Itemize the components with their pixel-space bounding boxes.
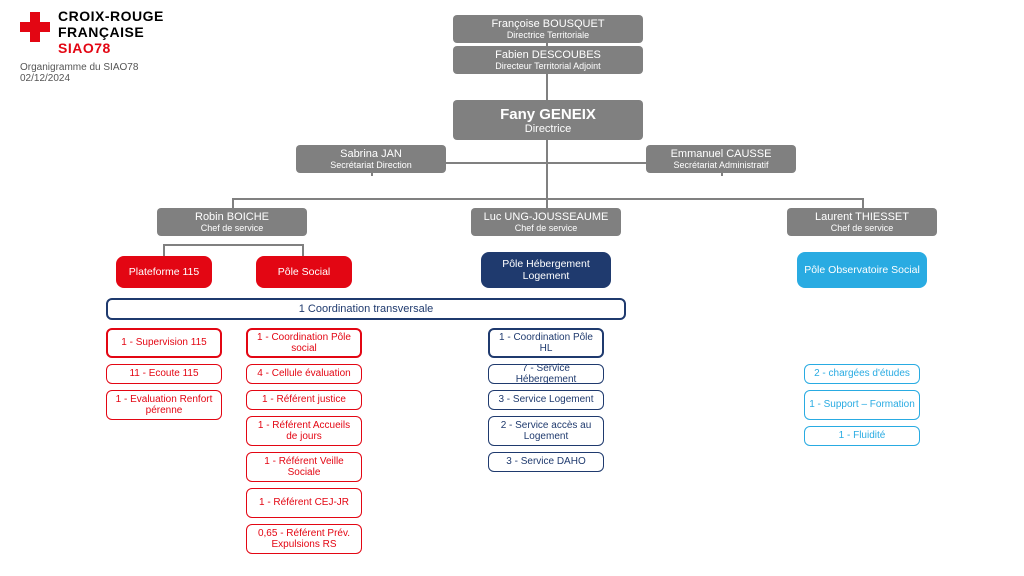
pole-hl: Pôle Hébergement Logement: [481, 252, 611, 288]
coordination-transversale: 1 Coordination transversale: [106, 298, 626, 320]
org-name-line1: CROIX-ROUGE: [58, 8, 164, 24]
box-fluidite: 1 - Fluidité: [804, 426, 920, 446]
connector: [232, 198, 864, 200]
box-coord-hl: 1 - Coordination Pôle HL: [488, 328, 604, 358]
box-referent-prev: 0,65 - Référent Prév. Expulsions RS: [246, 524, 362, 554]
red-cross-icon: [20, 12, 50, 42]
node-chief-1: Robin BOICHE Chef de service: [157, 208, 307, 236]
box-chargees-etudes: 2 - chargées d'études: [804, 364, 920, 384]
node-director: Fany GENEIX Directrice: [453, 100, 643, 140]
box-service-logement: 3 - Service Logement: [488, 390, 604, 410]
org-name-line2: FRANÇAISE: [58, 24, 164, 40]
date: 02/12/2024: [20, 73, 164, 84]
node-secretary-admin: Emmanuel CAUSSE Secrétariat Administrati…: [646, 145, 796, 173]
box-cellule-eval: 4 - Cellule évaluation: [246, 364, 362, 384]
box-referent-veille: 1 - Référent Veille Sociale: [246, 452, 362, 482]
subtitle: Organigramme du SIAO78: [20, 62, 164, 73]
connector: [163, 244, 303, 246]
box-support-formation: 1 - Support – Formation: [804, 390, 920, 420]
box-service-daho: 3 - Service DAHO: [488, 452, 604, 472]
box-referent-accueils: 1 - Référent Accueils de jours: [246, 416, 362, 446]
box-ecoute-115: 11 - Ecoute 115: [106, 364, 222, 384]
siao-label: SIAO78: [58, 40, 164, 56]
node-chief-3: Laurent THIESSET Chef de service: [787, 208, 937, 236]
box-service-acces: 2 - Service accès au Logement: [488, 416, 604, 446]
node-chief-2: Luc UNG-JOUSSEAUME Chef de service: [471, 208, 621, 236]
pole-115: Plateforme 115: [116, 256, 212, 288]
box-eval-renfort: 1 - Evaluation Renfort pérenne: [106, 390, 222, 420]
node-territorial-director: Françoise BOUSQUET Directrice Territoria…: [453, 15, 643, 43]
box-coord-social: 1 - Coordination Pôle social: [246, 328, 362, 358]
box-service-hebergement: 7 - Service Hébergement: [488, 364, 604, 384]
pole-observatoire: Pôle Observatoire Social: [797, 252, 927, 288]
pole-social: Pôle Social: [256, 256, 352, 288]
connector: [546, 138, 548, 198]
header-logo-area: CROIX-ROUGE FRANÇAISE SIAO78 Organigramm…: [20, 8, 164, 84]
node-secretary-direction: Sabrina JAN Secrétariat Direction: [296, 145, 446, 173]
box-referent-cej: 1 - Référent CEJ-JR: [246, 488, 362, 518]
node-territorial-deputy: Fabien DESCOUBES Directeur Territorial A…: [453, 46, 643, 74]
box-referent-justice: 1 - Référent justice: [246, 390, 362, 410]
box-supervision-115: 1 - Supervision 115: [106, 328, 222, 358]
